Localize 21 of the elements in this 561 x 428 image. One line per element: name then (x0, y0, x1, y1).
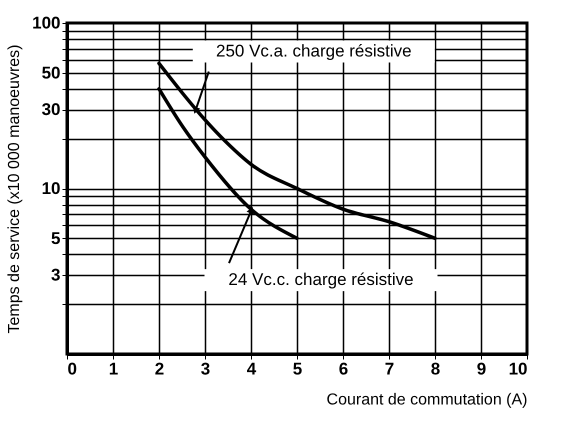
y-tick-label: 50 (42, 63, 60, 82)
x-axis-title: Courant de commutation (A) (326, 392, 528, 408)
x-tick-label: 9 (476, 360, 486, 378)
x-tick-label: 1 (108, 360, 118, 378)
x-tick-label: 2 (154, 360, 164, 378)
y-axis-title: Temps de service (x10 000 manoeuvres) (6, 44, 24, 334)
x-tick-label: 5 (292, 360, 302, 378)
y-tick-label: 5 (51, 228, 60, 248)
y-tick-label: 10 (42, 179, 60, 198)
annotation: 24 Vc.c. charge résistive (228, 270, 414, 290)
x-tick-label: 8 (430, 360, 440, 378)
x-tick-label: 7 (384, 360, 394, 378)
x-tick-label: 3 (200, 360, 210, 378)
y-tick-label: 30 (42, 100, 60, 120)
y-tick-label: 100 (32, 14, 60, 32)
x-tick-label: 0 (68, 360, 77, 378)
y-tick-label: 3 (51, 266, 60, 285)
x-tick-label: 6 (338, 360, 348, 378)
x-tick-label: 10 (508, 360, 528, 378)
x-tick-label: 4 (246, 360, 257, 378)
annotation: 250 Vc.a. charge résistive (216, 42, 412, 61)
